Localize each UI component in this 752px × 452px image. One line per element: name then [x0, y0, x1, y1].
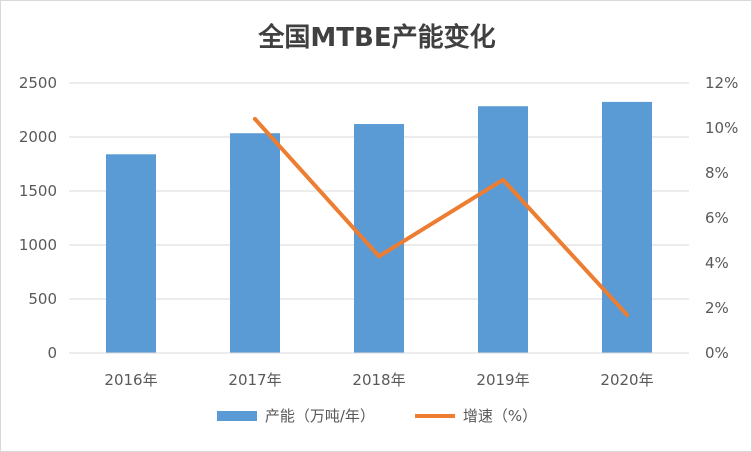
- y-right-tick-label: 8%: [705, 164, 729, 182]
- legend-label-capacity: 产能（万吨/年）: [264, 407, 375, 425]
- y-right-tick-label: 2%: [705, 299, 729, 317]
- x-tick-label: 2017年: [228, 371, 281, 389]
- y-left-tick-label: 0: [47, 344, 57, 362]
- x-tick-label: 2018年: [352, 371, 405, 389]
- x-tick-label: 2020年: [600, 371, 653, 389]
- y-left-tick-label: 1500: [19, 182, 57, 200]
- line-point: [501, 177, 505, 182]
- y-left-tick-label: 1000: [19, 236, 57, 254]
- bar: [106, 154, 156, 353]
- legend: 产能（万吨/年） 增速（%）: [1, 405, 751, 426]
- line-point: [377, 254, 381, 259]
- x-tick-label: 2019年: [476, 371, 529, 389]
- legend-item-capacity: 产能（万吨/年）: [216, 405, 375, 426]
- y-right-tick-label: 4%: [705, 254, 729, 272]
- legend-swatch-line: [414, 413, 455, 418]
- line-point: [625, 312, 629, 317]
- bar: [602, 101, 652, 354]
- legend-label-growth: 增速（%）: [462, 407, 538, 425]
- y-left-tick-label: 2500: [19, 74, 57, 92]
- y-right-tick-label: 10%: [705, 119, 738, 137]
- y-right-tick-label: 6%: [705, 209, 729, 227]
- y-right-tick-label: 0%: [705, 344, 729, 362]
- x-tick-label: 2016年: [104, 371, 157, 389]
- y-right-tick-label: 12%: [705, 74, 738, 92]
- growth-line: [253, 117, 629, 317]
- bar: [478, 106, 528, 353]
- bar: [230, 133, 280, 353]
- y-left-tick-label: 2000: [19, 128, 57, 146]
- chart-title: 全国MTBE产能变化: [258, 23, 496, 53]
- legend-item-growth: 增速（%）: [414, 405, 538, 426]
- legend-swatch-bar: [216, 410, 257, 421]
- line-point: [253, 117, 257, 121]
- y-left-tick-label: 500: [28, 290, 57, 308]
